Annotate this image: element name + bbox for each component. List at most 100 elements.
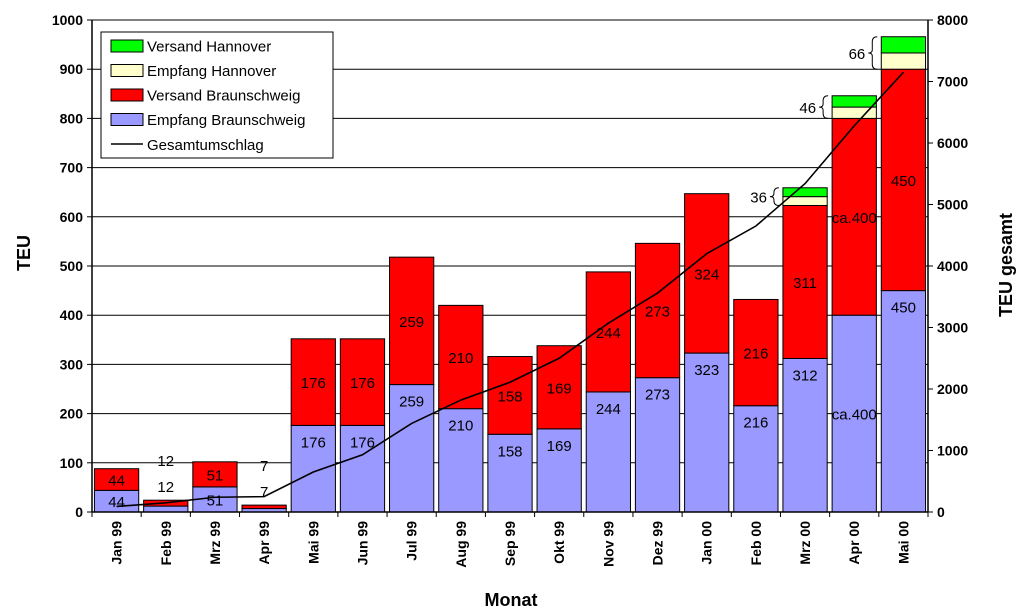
data-label: 216 — [743, 415, 768, 432]
bar-segment — [487, 356, 533, 435]
data-label: 176 — [350, 434, 375, 451]
data-label: 311 — [793, 275, 817, 292]
y-tick-label: 400 — [60, 307, 84, 323]
bar-segment — [880, 68, 927, 292]
bar-segment — [880, 290, 927, 513]
x-tick-label: Nov 99 — [600, 521, 616, 567]
legend-swatch — [110, 39, 144, 53]
legend-swatch — [110, 64, 144, 77]
data-label: 7 — [260, 484, 268, 501]
x-tick-label: Jan 00 — [699, 521, 715, 565]
brace-icon — [819, 95, 829, 119]
y-tick-label: 700 — [60, 160, 84, 176]
x-tick-label: Apr 00 — [846, 521, 862, 565]
brace-icon — [868, 36, 878, 70]
x-tick-label: Dez 99 — [650, 521, 666, 566]
x-tick-label: Mai 00 — [895, 521, 911, 564]
data-label: 450 — [891, 300, 916, 317]
bar-segment — [536, 345, 582, 430]
data-label: 44 — [108, 494, 125, 511]
y2-tick-label: 2000 — [937, 381, 968, 397]
y2-tick-label: 7000 — [937, 74, 968, 90]
data-label: 158 — [497, 443, 522, 460]
bar-segment — [290, 338, 336, 426]
bar-segment — [880, 52, 927, 70]
brace-icon — [769, 187, 779, 206]
legend-swatch — [110, 88, 144, 102]
legend-label: Empfang Braunschweig — [147, 112, 305, 129]
bar-segment — [831, 95, 877, 108]
x-tick-label: Jan 99 — [109, 521, 125, 565]
total-line — [116, 71, 905, 508]
data-label: 259 — [399, 314, 424, 331]
bar-segment — [241, 504, 287, 510]
bar-segment — [143, 505, 189, 513]
y-tick-label: 200 — [60, 406, 84, 422]
y2-tick-label: 3000 — [937, 320, 968, 336]
data-label: 450 — [891, 173, 916, 190]
bar-segment — [733, 405, 779, 513]
data-label: 7 — [260, 458, 268, 475]
data-label: 210 — [448, 418, 473, 435]
data-label: 169 — [547, 380, 572, 397]
bar-segment — [782, 204, 828, 359]
bar-segment — [339, 424, 386, 513]
data-label: 273 — [645, 387, 670, 404]
x-tick-label: Mrz 99 — [207, 521, 223, 565]
x-tick-label: Mrz 00 — [797, 521, 813, 565]
data-label: 12 — [157, 479, 174, 496]
bar-segment — [339, 338, 386, 426]
bar-segment — [389, 256, 435, 386]
bar-segment — [536, 428, 582, 513]
data-label: 176 — [301, 375, 326, 392]
data-label: 176 — [350, 375, 375, 392]
data-label: 273 — [645, 304, 670, 321]
y-tick-label: 800 — [60, 110, 84, 126]
bar-segment — [684, 193, 730, 354]
bar-segment — [880, 36, 927, 54]
x-tick-label: Mai 99 — [305, 521, 321, 564]
y-tick-label: 100 — [60, 455, 84, 471]
series-line-gesamtumschlag — [116, 71, 905, 508]
x-axis-title: Monat — [485, 590, 538, 610]
data-label: 259 — [399, 394, 424, 411]
bar-labels: 44 44 12 12 51 51 7 7 176 176 176 176 259 259 210 210 15… — [108, 173, 916, 511]
x-tick-label: Sep 99 — [502, 521, 518, 566]
bar-segment — [389, 384, 435, 513]
bar-segment — [585, 271, 631, 393]
data-label: 324 — [694, 266, 719, 283]
data-label: 323 — [694, 362, 719, 379]
annotation-label: 66 — [849, 46, 866, 63]
annotation-label: 46 — [799, 100, 816, 117]
data-label: 51 — [207, 492, 224, 509]
data-label: 169 — [547, 438, 572, 455]
data-label: 176 — [301, 434, 326, 451]
bar-segment — [733, 298, 779, 407]
data-label: 244 — [596, 325, 621, 342]
legend-label: Versand Braunschweig — [147, 88, 300, 105]
bar-segment — [782, 357, 828, 513]
data-label: 158 — [497, 388, 522, 405]
x-tick-label: Feb 99 — [158, 521, 174, 566]
legend-label: Versand Hannover — [147, 39, 271, 56]
bar-segment — [438, 408, 484, 513]
y2-tick-label: 1000 — [937, 443, 968, 459]
bar-segment — [831, 117, 877, 316]
x-tick-label: Apr 99 — [256, 521, 272, 565]
y-tick-label: 900 — [60, 61, 84, 77]
x-tick-label: Okt 99 — [551, 521, 567, 564]
hannover-annotations: 36 46 66 — [750, 36, 878, 207]
ticks: 0 100 200 300 400 500 600 700 800 900 1000 0 1000 200… — [52, 12, 969, 568]
y-tick-label: 0 — [75, 504, 83, 520]
legend: Versand Hannover Empfang Hannover Versand … — [100, 31, 334, 159]
y2-tick-label: 5000 — [937, 197, 968, 213]
data-label: ca.400 — [832, 407, 877, 424]
y2-tick-label: 8000 — [937, 12, 968, 28]
bars — [93, 36, 927, 513]
bar-segment — [782, 187, 828, 198]
legend-swatch — [110, 113, 144, 126]
x-tick-label: Aug 99 — [453, 521, 469, 568]
annotation-label: 36 — [750, 190, 767, 207]
y-tick-label: 600 — [60, 209, 84, 225]
